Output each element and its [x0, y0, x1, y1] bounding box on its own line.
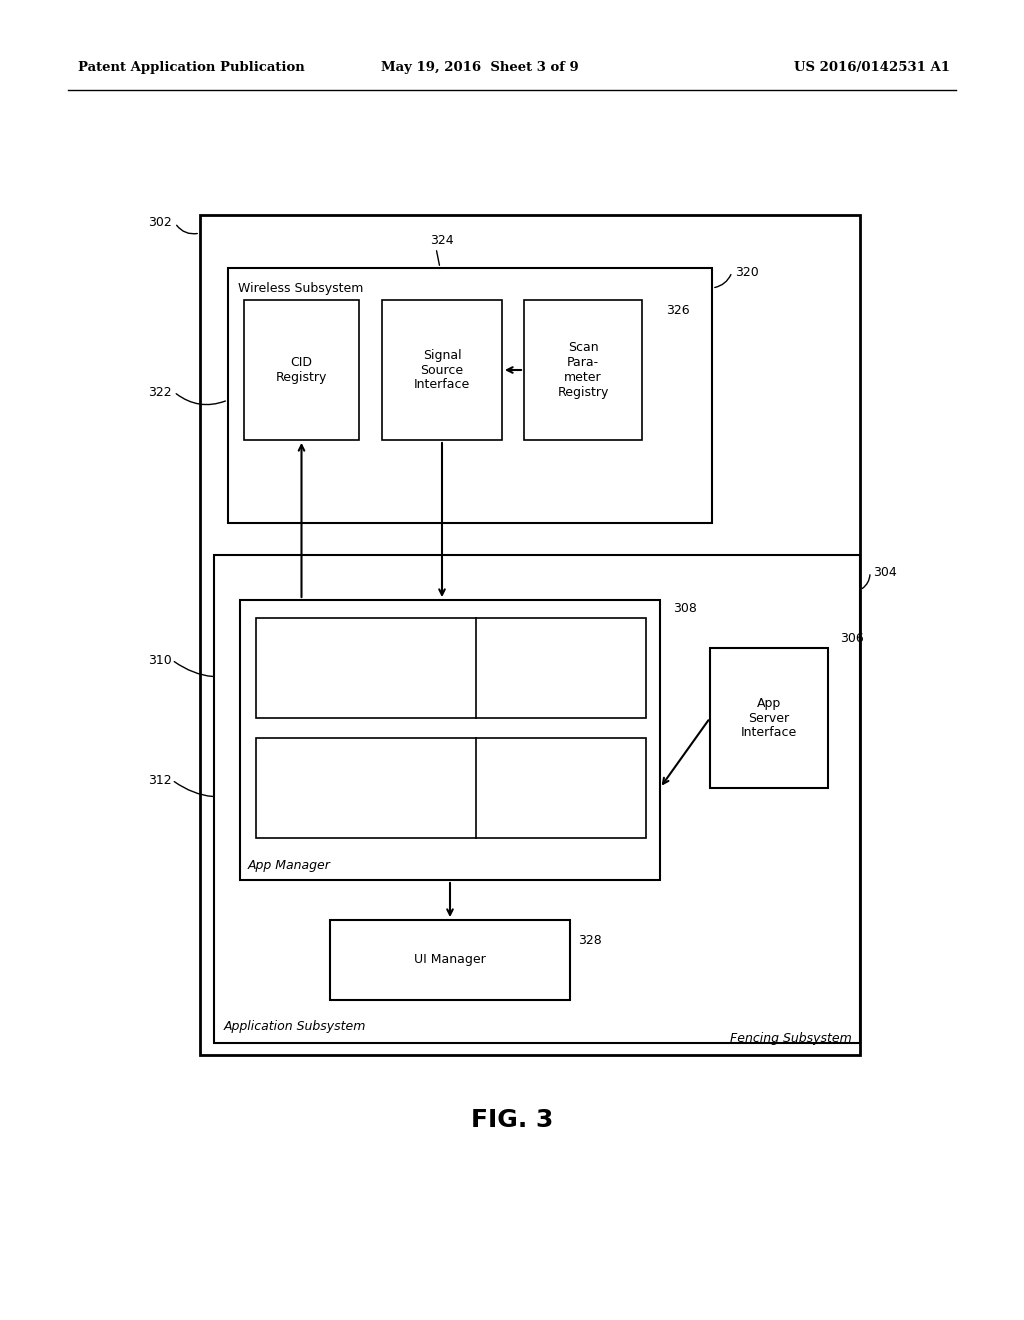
FancyArrowPatch shape: [571, 942, 577, 958]
Text: Signal Source
Identifier 1: Signal Source Identifier 1: [326, 653, 407, 682]
Text: 320: 320: [735, 265, 759, 279]
FancyArrowPatch shape: [645, 313, 662, 325]
Text: Signal Source
Identifier 2: Signal Source Identifier 2: [326, 774, 407, 803]
Bar: [330, 920, 570, 1001]
Text: Fencing Subsystem: Fencing Subsystem: [730, 1032, 852, 1045]
FancyArrowPatch shape: [176, 393, 225, 405]
Bar: [256, 738, 646, 838]
FancyArrowPatch shape: [715, 275, 731, 288]
Text: US 2016/0142531 A1: US 2016/0142531 A1: [794, 62, 950, 74]
Text: May 19, 2016  Sheet 3 of 9: May 19, 2016 Sheet 3 of 9: [381, 62, 579, 74]
Text: FIG. 3: FIG. 3: [471, 1107, 553, 1133]
FancyArrowPatch shape: [862, 574, 870, 589]
Text: App Manager: App Manager: [248, 859, 331, 873]
Text: 302: 302: [148, 216, 172, 230]
Bar: [710, 648, 828, 788]
Text: 304: 304: [873, 565, 897, 578]
Text: Application Subsystem: Application Subsystem: [224, 1020, 367, 1034]
Bar: [256, 618, 646, 718]
Text: 328: 328: [578, 933, 602, 946]
FancyArrowPatch shape: [436, 251, 439, 265]
Text: 310: 310: [148, 653, 172, 667]
Text: App 1: App 1: [543, 661, 579, 675]
Text: 306: 306: [840, 631, 864, 644]
Bar: [228, 268, 712, 523]
FancyArrowPatch shape: [174, 781, 254, 797]
FancyArrowPatch shape: [174, 661, 254, 677]
Text: 324: 324: [430, 234, 454, 247]
Bar: [214, 554, 860, 1043]
Bar: [382, 300, 502, 440]
Text: 322: 322: [148, 385, 172, 399]
Text: Scan
Para-
meter
Registry: Scan Para- meter Registry: [557, 341, 608, 399]
Text: UI Manager: UI Manager: [414, 953, 485, 966]
Bar: [200, 215, 860, 1055]
Bar: [524, 300, 642, 440]
FancyArrowPatch shape: [663, 611, 669, 616]
Text: App 2: App 2: [543, 781, 579, 795]
Text: CID
Registry: CID Registry: [275, 356, 328, 384]
Text: 312: 312: [148, 774, 172, 787]
Text: Patent Application Publication: Patent Application Publication: [78, 62, 305, 74]
Text: 308: 308: [673, 602, 697, 615]
FancyArrowPatch shape: [176, 226, 198, 234]
Text: Signal
Source
Interface: Signal Source Interface: [414, 348, 470, 392]
Bar: [244, 300, 359, 440]
Text: Wireless Subsystem: Wireless Subsystem: [238, 282, 364, 294]
FancyArrowPatch shape: [829, 640, 839, 671]
Bar: [240, 601, 660, 880]
Text: App
Server
Interface: App Server Interface: [741, 697, 797, 739]
Text: 326: 326: [666, 304, 689, 317]
